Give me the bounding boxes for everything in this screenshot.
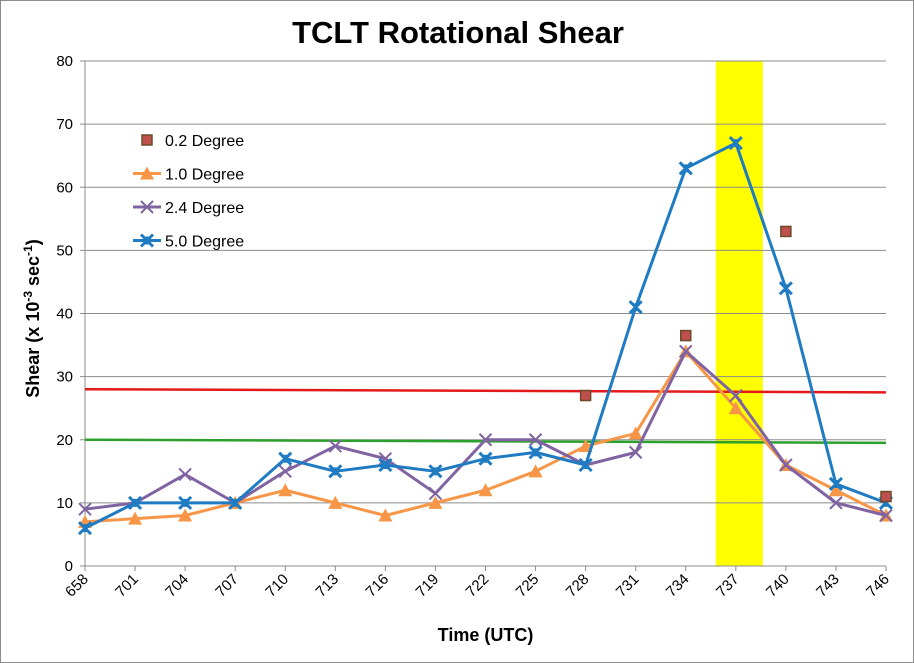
y-axis-title-part: sec (23, 256, 43, 291)
y-tick-label: 50 (56, 242, 73, 259)
x-tick-label: 728 (563, 571, 593, 601)
y-axis-title-part: Shear (x 10 (23, 302, 43, 398)
y-tick-label: 20 (56, 432, 73, 449)
data-point (478, 483, 493, 497)
data-point (528, 433, 543, 447)
data-point (77, 521, 93, 536)
x-tick-label: 658 (62, 571, 92, 601)
data-point (428, 464, 443, 479)
data-point (328, 464, 343, 479)
data-point (528, 445, 543, 460)
y-tick-label: 80 (56, 53, 73, 70)
data-point (678, 161, 693, 176)
data-point (728, 136, 743, 151)
reference-line (84, 388, 887, 394)
y-tick-label: 60 (56, 179, 73, 196)
data-point (680, 329, 692, 342)
legend-label: 5.0 Degree (165, 234, 244, 251)
x-tick-label: 722 (463, 571, 493, 601)
data-point (140, 200, 154, 214)
legend-label: 0.2 Degree (165, 133, 244, 150)
series-1-0-degree (78, 344, 893, 528)
x-tick-label: 716 (362, 571, 392, 601)
data-point (328, 495, 343, 509)
data-point (578, 457, 593, 473)
legend-label: 2.4 Degree (165, 200, 244, 217)
data-point (141, 134, 153, 146)
data-point (679, 344, 693, 359)
legend: 0.2 Degree 1.0 Degree 2.4 Degree 5.0 Degree (133, 133, 244, 251)
data-point (178, 508, 193, 522)
y-axis-title-superscript: -3 (21, 291, 35, 302)
data-point (880, 490, 892, 503)
data-point (780, 225, 792, 238)
data-point (78, 502, 92, 516)
x-tick-label: 737 (713, 571, 743, 601)
data-point (128, 511, 143, 525)
data-point (829, 496, 843, 510)
x-tick-label: 719 (413, 571, 443, 601)
x-axis-title: Time (UTC) (438, 625, 534, 645)
x-tick-label: 731 (613, 571, 643, 601)
x-tick-label: 701 (112, 571, 142, 601)
y-axis-title-superscript: -1 (21, 245, 35, 256)
chart-title: TCLT Rotational Shear (292, 15, 624, 50)
data-point (128, 495, 143, 510)
data-point (579, 389, 592, 402)
x-tick-label: 713 (312, 571, 342, 601)
data-point (278, 483, 293, 497)
x-tick-label: 734 (663, 571, 693, 601)
series-5-0-degree (77, 136, 894, 536)
y-tick-label: 30 (56, 369, 73, 386)
data-point (378, 508, 393, 522)
data-point (778, 281, 793, 296)
data-point (278, 464, 292, 479)
data-point (828, 476, 843, 491)
x-tick-label: 725 (513, 571, 543, 601)
y-axis-title: Shear (x 10-3 sec-1) (21, 239, 43, 397)
data-point (328, 439, 343, 453)
data-point (178, 495, 193, 510)
data-point (428, 495, 443, 509)
data-point (578, 439, 593, 453)
data-point (729, 388, 743, 403)
y-tick-label: 10 (56, 495, 73, 512)
data-point (178, 467, 192, 482)
x-tick-label: 707 (212, 571, 242, 601)
data-point (378, 457, 393, 473)
x-tick-label: 746 (863, 571, 893, 601)
data-point (139, 233, 155, 248)
series-2-4-degree (78, 344, 893, 523)
data-point (478, 451, 493, 466)
data-point (428, 486, 443, 501)
data-point (228, 495, 243, 510)
data-point (140, 166, 154, 180)
x-tick-label: 704 (162, 571, 192, 601)
data-point (628, 445, 643, 460)
x-tick-label: 740 (763, 571, 793, 601)
y-tick-label: 40 (56, 306, 73, 323)
data-point (779, 458, 793, 472)
data-point (628, 426, 643, 440)
data-point (528, 464, 543, 478)
y-tick-label: 70 (56, 116, 73, 133)
series-0-2-degree (579, 225, 892, 503)
x-tick-label: 743 (813, 571, 843, 601)
data-point (728, 401, 743, 415)
y-tick-label: 0 (65, 558, 73, 575)
legend-label: 1.0 Degree (165, 167, 244, 184)
data-point (278, 451, 293, 466)
data-point (628, 300, 643, 315)
data-point (478, 433, 493, 447)
y-axis-title-part: ) (23, 239, 43, 245)
data-point (828, 483, 843, 497)
x-tick-label: 710 (262, 571, 292, 601)
data-point (879, 508, 893, 523)
